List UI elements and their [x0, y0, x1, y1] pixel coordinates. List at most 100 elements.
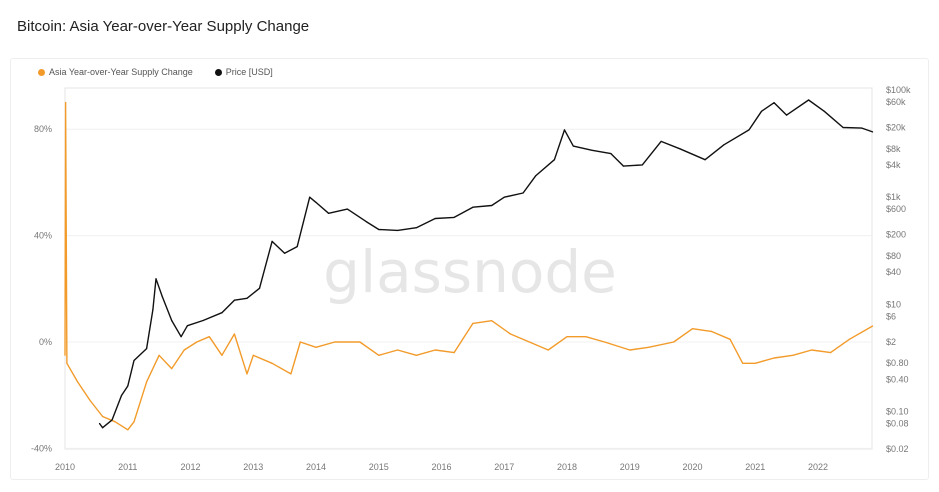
data-point	[180, 336, 182, 338]
data-point	[472, 322, 474, 324]
chart-title: Bitcoin: Asia Year-over-Year Supply Chan…	[17, 18, 310, 35]
data-point	[861, 127, 863, 129]
y-right-tick-label: $0.10	[886, 407, 909, 417]
data-point	[186, 325, 188, 327]
data-point	[710, 330, 712, 332]
data-point	[258, 287, 261, 289]
x-tick-label: 2016	[431, 462, 451, 472]
data-point	[871, 325, 874, 327]
data-point	[754, 362, 756, 364]
legend-item-supply[interactable]: Asia Year-over-Year Supply Change	[38, 67, 193, 77]
data-point	[309, 196, 311, 198]
data-point	[396, 229, 399, 232]
data-point	[221, 354, 223, 356]
y-right-tick-label: $6	[886, 311, 896, 321]
data-point	[563, 129, 566, 131]
y-right-tick-label: $8k	[886, 144, 901, 154]
data-point	[171, 319, 173, 322]
data-point	[610, 153, 612, 155]
y-left-tick-label: 0%	[39, 337, 52, 347]
y-right-tick-label: $0.08	[886, 419, 909, 429]
data-point	[65, 102, 67, 104]
x-tick-label: 2022	[808, 462, 828, 472]
data-point	[704, 159, 706, 161]
series-line-price	[98, 99, 873, 429]
data-point	[365, 221, 367, 223]
data-point	[76, 381, 79, 383]
data-point	[472, 206, 474, 208]
y-left-tick-label: 40%	[34, 231, 52, 241]
data-point	[315, 346, 317, 348]
data-point	[155, 278, 157, 280]
data-point	[647, 346, 650, 348]
data-point	[823, 110, 825, 112]
data-point	[566, 336, 568, 338]
data-point	[315, 201, 317, 203]
data-point	[415, 354, 417, 356]
data-point	[572, 145, 574, 147]
data-point	[660, 140, 662, 142]
data-point	[547, 349, 549, 351]
data-point	[346, 208, 348, 210]
data-point	[792, 354, 794, 356]
data-point	[829, 352, 832, 354]
data-point	[98, 422, 101, 425]
data-point	[723, 144, 725, 146]
y-right-tick-label: $600	[886, 204, 906, 214]
data-point	[491, 204, 493, 207]
data-point	[773, 102, 775, 104]
data-point	[673, 341, 675, 343]
data-point	[89, 399, 91, 402]
data-point	[284, 252, 286, 254]
data-point	[102, 427, 104, 429]
data-point	[296, 245, 298, 248]
data-point	[641, 164, 643, 166]
data-point	[396, 349, 399, 351]
data-point	[127, 385, 129, 387]
data-point	[604, 341, 606, 343]
data-point	[629, 349, 631, 351]
data-point	[246, 297, 248, 299]
data-point	[183, 349, 185, 351]
y-right-tick-label: $4k	[886, 160, 901, 170]
data-point	[842, 126, 844, 129]
data-point	[202, 319, 204, 322]
y-right-tick-label: $80	[886, 251, 901, 261]
data-point	[66, 362, 68, 364]
y-right-tick-label: $100k	[886, 85, 911, 95]
watermark: glassnode	[323, 238, 617, 306]
data-point	[208, 336, 210, 338]
y-right-tick-label: $10	[886, 299, 901, 309]
data-point	[522, 192, 524, 194]
data-point	[848, 338, 850, 340]
data-point	[378, 354, 380, 356]
data-point	[299, 341, 301, 343]
data-point	[679, 148, 681, 150]
data-point	[760, 110, 763, 112]
data-point	[158, 354, 160, 356]
x-tick-label: 2020	[682, 462, 702, 472]
data-point	[871, 131, 874, 133]
y-right-tick-label: $200	[886, 230, 906, 240]
data-point	[553, 159, 556, 161]
y-right-tick-label: $0.40	[886, 374, 909, 384]
data-point	[528, 341, 530, 343]
data-point	[434, 349, 436, 351]
legend-label: Price [USD]	[225, 67, 273, 77]
data-point	[742, 362, 744, 364]
data-point	[161, 295, 163, 298]
x-tick-label: 2011	[118, 462, 137, 472]
data-point	[591, 149, 593, 151]
data-point	[585, 336, 587, 338]
data-point	[811, 349, 813, 351]
supply-dot-icon	[38, 69, 45, 77]
data-point	[271, 362, 273, 364]
data-point	[127, 429, 129, 431]
legend-item-price[interactable]: Price [USD]	[214, 67, 273, 77]
y-right-tick-label: $0.02	[886, 444, 909, 454]
data-point	[102, 415, 104, 418]
x-tick-label: 2013	[243, 462, 263, 472]
data-point	[773, 357, 775, 359]
legend-label: Asia Year-over-Year Supply Change	[49, 67, 193, 77]
